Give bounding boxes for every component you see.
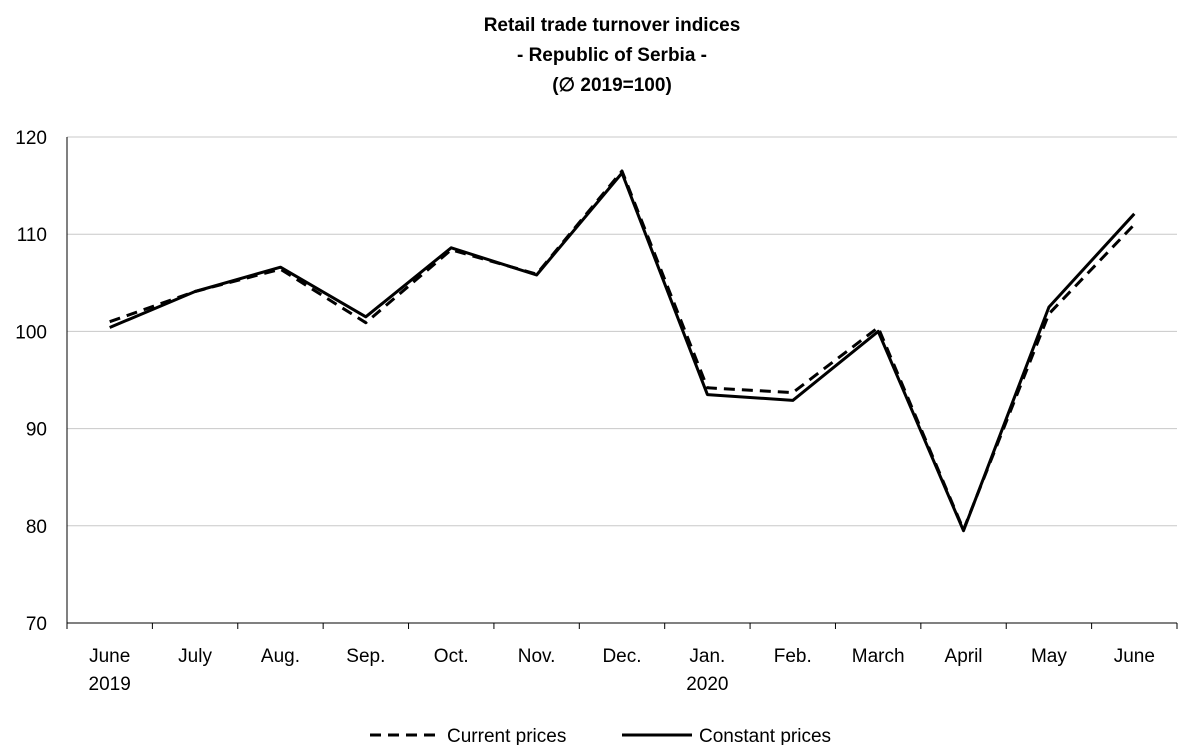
x-tick-label: Sep. (346, 646, 385, 667)
legend-label: Constant prices (699, 726, 831, 745)
x-tick-label: April (945, 646, 983, 667)
series-line-current-prices (109, 169, 1136, 532)
x-tick-label: March (852, 646, 905, 667)
gridlines (67, 136, 1177, 527)
x-axis: June 2019 July Aug. Sep. Oct. Nov. Dec. Jan. 2020… (66, 137, 1178, 695)
x-tick-label: June (1114, 646, 1155, 667)
x-tick-label: Dec. (602, 646, 641, 667)
y-tick-label: 90 (26, 420, 47, 441)
x-tick-label: Jan. (689, 646, 725, 667)
x-tick-label: July (178, 646, 212, 667)
y-tick-label: 110 (17, 225, 47, 246)
series-line-constant-prices (109, 171, 1136, 533)
x-tick-label: May (1031, 646, 1067, 667)
y-axis: 70 80 90 100 110 120 (15, 128, 47, 635)
x-tick-label: June (89, 646, 130, 667)
x-tick-label: Feb. (774, 646, 812, 667)
y-tick-label: 100 (15, 322, 47, 343)
x-tick-label: Oct. (434, 646, 469, 667)
x-tick-label: 2020 (686, 674, 728, 695)
plot-area (109, 169, 1136, 533)
chart-title-line-2: - Republic of Serbia - (517, 45, 707, 66)
x-tick-label: Nov. (518, 646, 556, 667)
x-tick-label: Aug. (261, 646, 300, 667)
legend: Current prices Constant prices (370, 726, 831, 745)
legend-label: Current prices (447, 726, 566, 745)
chart-title: Retail trade turnover indices - Republic… (484, 15, 741, 96)
chart-title-line-1: Retail trade turnover indices (484, 15, 741, 36)
x-tick-label: 2019 (89, 674, 131, 695)
y-tick-label: 70 (26, 614, 47, 635)
y-tick-label: 80 (26, 517, 47, 538)
y-tick-label: 120 (15, 128, 47, 149)
chart-title-line-3: (∅ 2019=100) (552, 75, 672, 96)
